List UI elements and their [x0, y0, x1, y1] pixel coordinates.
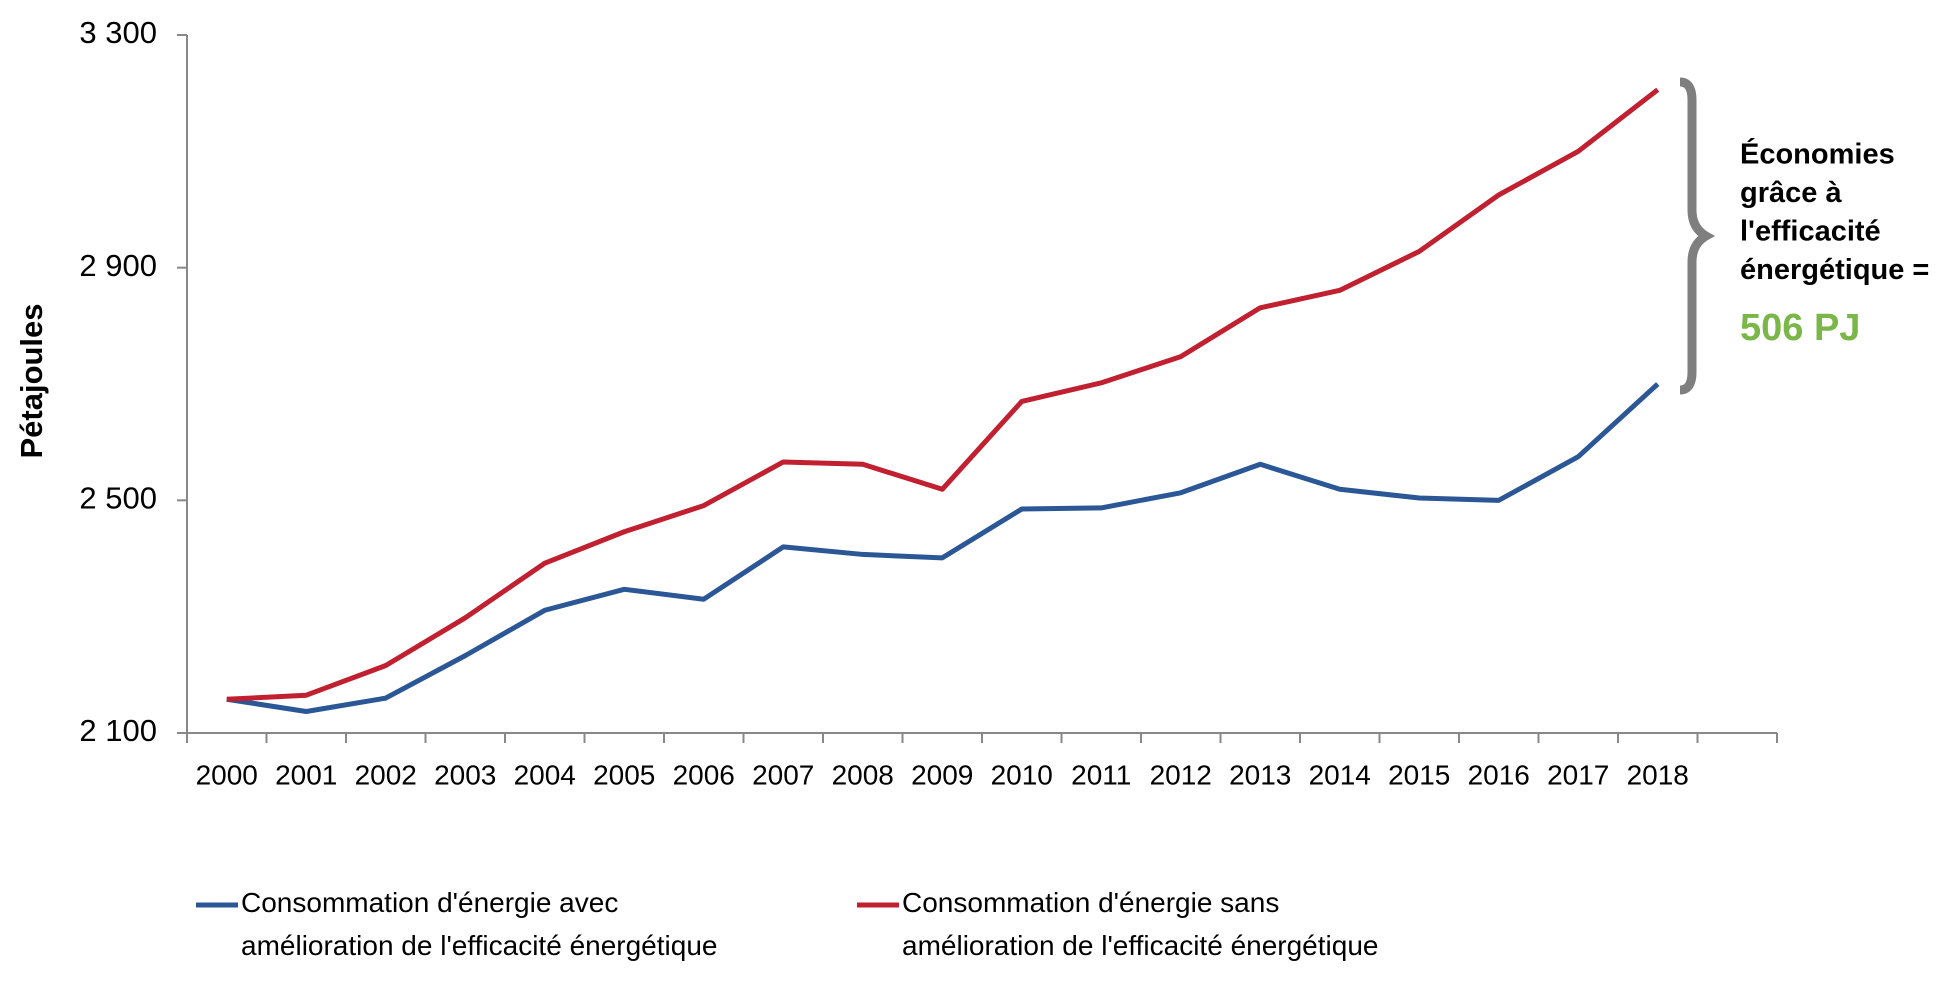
annotation-text: l'efficacité	[1740, 216, 1881, 248]
legend-line: Consommation d'énergie sans	[902, 887, 1287, 918]
x-tick-label: 2015	[1388, 759, 1450, 790]
x-tick-label: 2014	[1309, 759, 1371, 790]
x-tick-label: 2017	[1547, 759, 1609, 790]
x-tick-label: 2006	[673, 759, 735, 790]
annotation-text: grâce à	[1740, 177, 1842, 209]
x-tick-label: 2001	[275, 759, 337, 790]
x-tick-label: 2013	[1229, 759, 1291, 790]
y-tick-label: 3 300	[79, 15, 157, 50]
x-tick-label: 2000	[196, 759, 258, 790]
x-tick-label: 2002	[355, 759, 417, 790]
y-axis-title: Pétajoules	[14, 303, 49, 458]
legend-label: Consommation d'énergie avec amélioration…	[241, 887, 717, 961]
x-tick-label: 2010	[991, 759, 1053, 790]
y-tick-label: 2 500	[79, 481, 157, 516]
series-line	[226, 87, 1660, 702]
x-tick-label: 2004	[514, 759, 576, 790]
x-tick-label: 2003	[434, 759, 496, 790]
legend-label: Consommation d'énergie sans amélioration…	[902, 887, 1378, 961]
annotation-value: 506 PJ	[1740, 307, 1860, 349]
annotation-text: énergétique =	[1740, 254, 1929, 286]
x-tick-label: 2009	[911, 759, 973, 790]
x-tick-label: 2011	[1071, 759, 1131, 790]
legend-line: amélioration de l'efficacité énergétique	[902, 930, 1378, 961]
x-tick-label: 2005	[593, 759, 655, 790]
x-tick-label: 2016	[1468, 759, 1530, 790]
y-tick-label: 2 100	[79, 713, 157, 748]
annotation-text: Économies	[1740, 137, 1895, 171]
x-tick-label: 2008	[832, 759, 894, 790]
x-tick-label: 2007	[752, 759, 814, 790]
series-line	[226, 382, 1660, 714]
brace	[1679, 77, 1716, 395]
legend-line: amélioration de l'efficacité énergétique	[241, 930, 717, 961]
y-tick-label: 2 900	[79, 248, 157, 283]
legend-line: Consommation d'énergie avec	[241, 887, 626, 918]
x-tick-label: 2012	[1150, 759, 1212, 790]
x-tick-label: 2018	[1627, 759, 1689, 790]
